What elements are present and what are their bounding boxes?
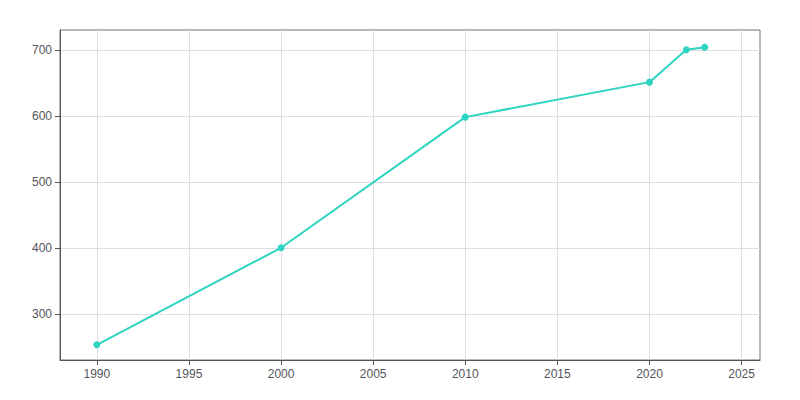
svg-text:2005: 2005 bbox=[360, 367, 387, 381]
svg-text:2020: 2020 bbox=[636, 367, 663, 381]
svg-text:700: 700 bbox=[32, 43, 52, 57]
svg-text:300: 300 bbox=[32, 307, 52, 321]
svg-text:2015: 2015 bbox=[544, 367, 571, 381]
svg-text:400: 400 bbox=[32, 241, 52, 255]
svg-text:2000: 2000 bbox=[268, 367, 295, 381]
svg-text:1995: 1995 bbox=[176, 367, 203, 381]
svg-text:500: 500 bbox=[32, 175, 52, 189]
svg-text:600: 600 bbox=[32, 109, 52, 123]
svg-text:2025: 2025 bbox=[728, 367, 755, 381]
svg-text:2010: 2010 bbox=[452, 367, 479, 381]
svg-text:1990: 1990 bbox=[83, 367, 110, 381]
